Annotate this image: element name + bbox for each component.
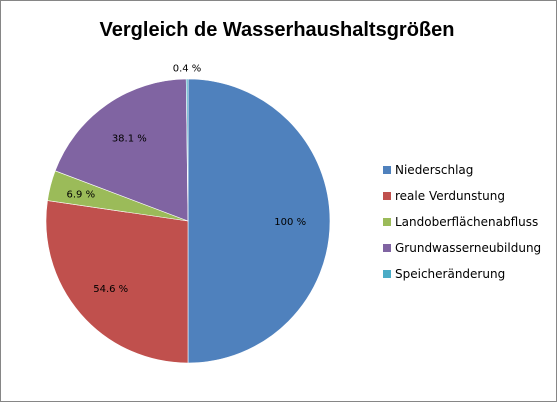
data-label-1: 100 % xyxy=(274,217,306,228)
data-label-4: 38.1 % xyxy=(112,133,147,144)
legend-swatch-2 xyxy=(383,192,391,200)
data-label-5: 0.4 % xyxy=(173,64,202,75)
legend-label-3: Landoberflächenabfluss xyxy=(395,215,538,229)
data-label-2: 54.6 % xyxy=(93,284,128,295)
pie-slices xyxy=(45,78,331,364)
legend-label-5: Speicheränderung xyxy=(395,267,505,281)
legend-swatch-3 xyxy=(383,218,391,226)
chart-title: Vergleich de Wasserhaushaltsgrößen xyxy=(100,19,455,41)
data-label-3: 6.9 % xyxy=(67,189,96,200)
pie-slice-2 xyxy=(45,200,189,364)
legend-swatch-4 xyxy=(383,244,391,252)
legend: Niederschlag reale Verdunstung Landoberflä… xyxy=(383,163,541,281)
pie-slice-1 xyxy=(187,78,331,364)
legend-label-2: reale Verdunstung xyxy=(395,189,505,203)
legend-label-1: Niederschlag xyxy=(395,163,473,177)
pie-slice-4 xyxy=(54,78,189,222)
legend-label-4: Grundwasserneubildung xyxy=(395,241,541,255)
pie-slice-5 xyxy=(185,78,189,222)
legend-swatch-1 xyxy=(383,166,391,174)
legend-swatch-5 xyxy=(383,270,391,278)
data-labels: 100 % 54.6 % 6.9 % 38.1 % 0.4 % xyxy=(67,64,307,295)
